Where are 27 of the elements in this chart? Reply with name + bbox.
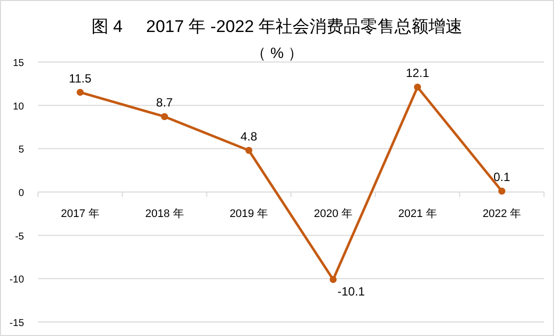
y-tick-label: -10 [10, 274, 24, 286]
x-tick-label: 2018 年 [145, 208, 184, 220]
data-label: 0.1 [493, 170, 510, 184]
data-label: 11.5 [68, 71, 92, 86]
x-tick-label: 2019 年 [230, 208, 268, 220]
x-tick-label: 2020 年 [314, 208, 352, 220]
point [414, 84, 421, 91]
point [330, 276, 337, 284]
y-tick-label: -5 [15, 231, 24, 242]
point [245, 146, 252, 154]
title: 图 4 2017 年 -2022 年社会消费品零售总额增速 [91, 17, 463, 36]
x-tick-label: 2017 年 [60, 208, 100, 220]
y-tick-label: -15 [10, 318, 24, 329]
data-label: 4.8 [240, 129, 258, 144]
x-tick-label: 2021 年 [398, 208, 437, 220]
subtitle: （ % ） [251, 45, 303, 62]
data-label: 12.1 [406, 66, 430, 80]
y-tick-label: 5 [18, 144, 24, 156]
data-label: 8.7 [156, 96, 174, 110]
y-tick-label: 10 [12, 101, 24, 112]
point [76, 88, 84, 96]
x-tick-label: 2022 年 [482, 208, 522, 220]
y-tick-label: 0 [18, 188, 24, 199]
point [161, 113, 168, 120]
point [498, 188, 506, 195]
y-tick-label: 15 [12, 58, 24, 69]
data-label: -10.1 [337, 284, 366, 299]
